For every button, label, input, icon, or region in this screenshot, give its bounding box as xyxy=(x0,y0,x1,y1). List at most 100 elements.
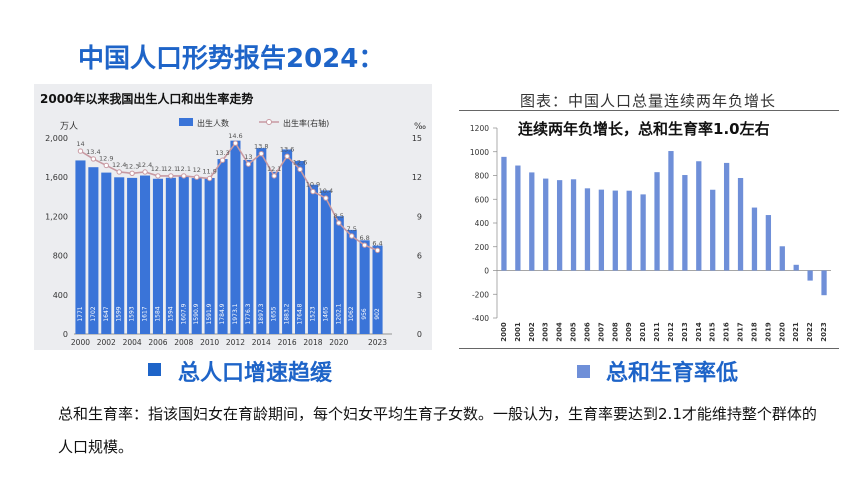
birth-rate-point xyxy=(284,153,290,159)
birth-rate-label: 12 xyxy=(193,166,201,174)
birth-rate-label: 14.6 xyxy=(228,132,242,140)
births-bar xyxy=(320,190,331,334)
right-x-tick-label: 2004 xyxy=(556,322,564,342)
right-x-tick-label: 2003 xyxy=(542,322,550,342)
birth-rate-label: 7.5 xyxy=(347,225,357,233)
births-bar xyxy=(346,229,357,334)
births-bar-label: 1647 xyxy=(103,306,110,321)
left-y-axis-unit: 万人 xyxy=(60,121,78,132)
x-tick-label: 2020 xyxy=(329,338,348,347)
birth-rate-label: 12.3 xyxy=(125,162,139,170)
x-tick-label: 2002 xyxy=(97,338,116,347)
births-bar-label: 1590.9 xyxy=(193,303,200,324)
x-tick-label: 2016 xyxy=(278,338,297,347)
bullet-population-growth: 总人口增速趋缓 xyxy=(178,361,333,386)
birth-rate-label: 13.6 xyxy=(280,145,294,153)
population-change-bar xyxy=(556,180,563,271)
left-y-tick-label: 2,000 xyxy=(45,134,68,143)
bullet-fertility-low: 总和生育率低 xyxy=(606,361,739,386)
left-y-tick-label: 1,600 xyxy=(45,173,68,182)
birth-rate-point xyxy=(103,162,109,169)
fertility-definition: 总和生育率：指该国妇女在育龄期间，每个妇女平均生育子女数。一般认为，生育率要达到… xyxy=(58,405,817,456)
birth-rate-point xyxy=(232,140,239,146)
births-bar xyxy=(230,140,241,334)
birth-rate-point xyxy=(336,220,342,226)
left-y-tick-label: 1,200 xyxy=(45,212,68,221)
births-bar xyxy=(88,167,99,334)
births-bar-label: 1784.9 xyxy=(219,303,226,324)
x-tick-label: 2014 xyxy=(252,338,271,347)
births-bar xyxy=(359,240,370,334)
population-change-bar xyxy=(668,151,674,271)
birth-rate-point xyxy=(349,233,355,239)
left-chart-title: 2000年以来我国出生人口和出生率走势 xyxy=(40,92,254,106)
birth-rate-point xyxy=(271,173,277,179)
right-x-tick-label: 2005 xyxy=(570,322,578,342)
birth-rate-point xyxy=(206,175,213,182)
population-change-bar xyxy=(807,270,813,281)
births-bar xyxy=(372,245,383,334)
right-x-tick-label: 2000 xyxy=(500,322,508,342)
right-y-tick-label: 800 xyxy=(475,172,490,181)
legend-marker-rate xyxy=(266,119,272,125)
right-x-tick-label: 2018 xyxy=(750,322,758,342)
caption-divider xyxy=(459,110,839,111)
legend-swatch-births xyxy=(179,118,193,126)
births-bar-label: 1584 xyxy=(154,306,161,321)
right-y-axis-unit: ‰ xyxy=(414,122,426,132)
births-bar xyxy=(295,161,306,334)
right-x-tick-label: 2008 xyxy=(611,322,619,342)
births-bar-label: 1617 xyxy=(142,306,149,321)
right-y-tick-label: 1200 xyxy=(470,124,489,133)
births-bar xyxy=(243,159,254,334)
left-chart: 万人 ‰ 出生人数 出生率(右轴) 0 400 800 1,200 1,600 2,000 0 3 6 9… xyxy=(45,118,426,347)
birth-rate-label: 6.4 xyxy=(372,239,382,247)
birth-rate-label: 14 xyxy=(76,140,84,148)
births-bar-label: 1593 xyxy=(129,306,136,321)
birth-rate-label: 13.8 xyxy=(254,143,268,151)
birth-rate-label: 12.1 xyxy=(151,165,165,173)
right-x-tick-label: 2019 xyxy=(764,322,772,342)
right-x-tick-label: 2015 xyxy=(709,322,717,342)
birth-rate-label: 6.8 xyxy=(359,234,369,242)
population-change-bar xyxy=(654,172,660,271)
population-change-bar xyxy=(640,194,646,271)
birth-rate-point xyxy=(90,156,97,162)
birth-rate-point xyxy=(219,157,226,163)
births-bar xyxy=(204,177,215,334)
population-change-bar xyxy=(821,270,827,296)
birth-rate-label: 12.4 xyxy=(112,161,126,169)
birth-rate-label: 10.9 xyxy=(306,181,320,189)
birth-rate-point xyxy=(77,148,84,154)
birth-rate-label: 12.1 xyxy=(164,165,178,173)
births-bar-label: 1776.3 xyxy=(245,303,252,324)
births-bar xyxy=(178,176,189,334)
population-change-bar xyxy=(779,246,785,271)
population-change-bar xyxy=(737,177,744,271)
legend-label-rate: 出生率(右轴) xyxy=(283,118,329,128)
birth-rate-point xyxy=(194,174,200,180)
births-bar-label: 1607.9 xyxy=(180,303,187,324)
births-bar xyxy=(101,172,112,334)
births-bar-label: 902 xyxy=(374,308,381,320)
right-y-tick-label: -400 xyxy=(472,314,489,323)
population-change-bar xyxy=(515,165,521,271)
birth-rate-line xyxy=(80,141,378,252)
x-tick-label: 2012 xyxy=(226,338,245,347)
birth-rate-point xyxy=(155,173,161,179)
birth-rate-point xyxy=(361,242,368,248)
right-x-tick-label: 2002 xyxy=(528,322,536,342)
right-x-tick-label: 2017 xyxy=(737,322,745,342)
right-x-tick-label: 2023 xyxy=(820,322,828,342)
population-change-bar xyxy=(682,175,688,271)
birth-rate-label: 13.4 xyxy=(86,148,100,156)
right-y-tick-label: 9 xyxy=(417,212,422,221)
right-x-tick-label: 2014 xyxy=(695,322,703,342)
birth-rate-point xyxy=(297,166,303,173)
population-change-bar xyxy=(529,172,535,271)
births-bar-label: 1465 xyxy=(322,306,329,321)
page-title: 中国人口形势报告2024： xyxy=(78,44,385,74)
births-bar xyxy=(114,177,125,334)
births-bar-label: 1764.8 xyxy=(297,303,304,324)
birth-rate-label: 12.6 xyxy=(293,158,307,166)
